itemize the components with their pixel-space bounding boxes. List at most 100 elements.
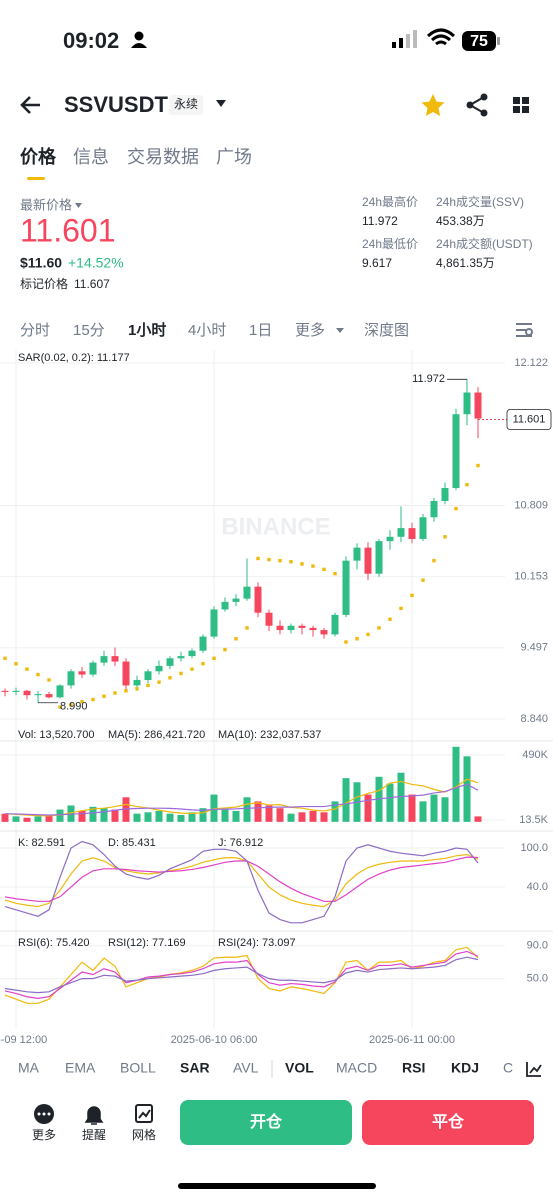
interval[interactable]: 分时 (20, 322, 50, 339)
favorite-star[interactable] (421, 94, 445, 116)
indicator-tab[interactable]: VOL (285, 1060, 314, 1076)
y-tick-label: 9.497 (520, 642, 548, 654)
stat-value: 453.38万 (436, 214, 485, 228)
interval[interactable]: 1日 (249, 322, 272, 339)
volume-bar (309, 810, 317, 822)
volume-bar (188, 812, 196, 822)
sar-dot (234, 637, 238, 641)
symbol-dropdown[interactable] (216, 100, 226, 107)
sar-dot (168, 676, 172, 680)
candle-body (353, 547, 361, 561)
indicator-line (4, 956, 479, 994)
tab[interactable]: 价格 (20, 146, 57, 167)
indicator-tab[interactable]: AVL (233, 1060, 259, 1076)
indicator-tab[interactable]: EMA (65, 1060, 96, 1076)
high-label: 11.972 (412, 373, 445, 385)
candle-body (463, 392, 471, 415)
interval[interactable]: 1小时 (128, 322, 166, 339)
back-button[interactable] (20, 96, 40, 114)
watermark: BINANCE (221, 513, 330, 540)
action-label[interactable]: 提醒 (82, 1127, 106, 1142)
tab[interactable]: 信息 (73, 147, 109, 167)
action-label[interactable]: 更多 (32, 1128, 56, 1142)
indicator-settings[interactable] (526, 1062, 542, 1077)
y-tick-label: 10.809 (514, 499, 548, 511)
indicator-legend: D: 85.431 (108, 837, 156, 849)
indicator-tab[interactable]: RSI (402, 1060, 425, 1076)
sar-dot (256, 556, 260, 561)
sar-dot (113, 691, 117, 695)
volume-bar (1, 813, 9, 822)
mark-price-label: 标记价格 (20, 276, 68, 291)
chart-settings[interactable] (516, 323, 533, 337)
y-tick-label: 90.0 (527, 940, 548, 952)
close-button-label[interactable]: 平仓 (432, 1112, 465, 1131)
volume-bar (56, 809, 64, 822)
indicator-legend: SAR(0.02, 0.2): 11.177 (18, 352, 130, 364)
candle-body (188, 650, 196, 657)
interval[interactable]: 15分 (73, 322, 105, 339)
more-icon[interactable] (34, 1104, 54, 1124)
candle-body (254, 586, 262, 613)
stat-label: 24h最高价 (362, 194, 418, 209)
tab[interactable]: 广场 (216, 147, 252, 167)
volume-bar (23, 817, 31, 822)
interval[interactable]: 4小时 (188, 322, 226, 339)
indicator-tab[interactable]: MA (18, 1060, 40, 1076)
volume-bar (111, 809, 119, 822)
home-indicator (178, 1183, 376, 1189)
stat-value: 4,861.35万 (436, 256, 495, 270)
sar-dot (399, 606, 403, 611)
close-button[interactable] (362, 1100, 534, 1145)
indicator-tab[interactable]: SAR (180, 1060, 210, 1076)
symbol[interactable]: SSVUSDT (64, 92, 168, 117)
share-button[interactable] (466, 93, 488, 117)
indicator-line (4, 840, 479, 924)
candle-body (78, 671, 86, 675)
alert-icon[interactable] (84, 1106, 104, 1125)
last-price-tag (506, 409, 552, 430)
candle-body (397, 528, 405, 537)
candle-body (309, 627, 317, 631)
candle-body (89, 662, 97, 675)
interval[interactable]: 更多 (295, 322, 325, 339)
interval[interactable]: 深度图 (364, 322, 409, 339)
last-price-label: 11.601 (513, 413, 546, 425)
volume-bar (133, 813, 141, 822)
sar-dot (333, 571, 337, 576)
open-button[interactable] (180, 1100, 352, 1145)
dropdown-icon (336, 328, 344, 333)
sar-dot (14, 662, 18, 666)
candle-body (100, 656, 108, 663)
volume-bar (397, 772, 405, 822)
indicator-tab[interactable]: C (503, 1060, 513, 1076)
candle-body (122, 661, 130, 686)
candle-body (144, 671, 152, 680)
volume-bar (265, 805, 273, 822)
candle-body (265, 612, 273, 626)
indicator-legend: J: 76.912 (218, 837, 263, 849)
candle-body (243, 586, 251, 599)
indicator-tab[interactable]: MACD (336, 1060, 377, 1076)
indicator-tab[interactable]: BOLL (120, 1060, 156, 1076)
stat-label: 24h成交量(SSV) (436, 194, 524, 209)
y-tick-label: 50.0 (527, 973, 548, 985)
tab[interactable]: 交易数据 (127, 147, 199, 167)
sar-dot (322, 567, 326, 572)
indicator-tab[interactable]: KDJ (451, 1060, 479, 1076)
sar-dot (454, 506, 458, 511)
x-tick-label: -06-09 12:00 (0, 1034, 47, 1046)
price-change: +14.52% (68, 255, 124, 271)
volume-bar (276, 808, 284, 822)
volume-bar (221, 809, 229, 822)
sar-dot (300, 562, 304, 566)
indicator-legend: K: 82.591 (18, 837, 65, 849)
indicator-line (4, 946, 479, 1004)
grid-icon[interactable] (135, 1104, 153, 1123)
volume-bar (177, 815, 185, 822)
x-tick-label: 2025-06-11 00:00 (369, 1034, 455, 1046)
action-label[interactable]: 网格 (132, 1127, 156, 1142)
open-button-label[interactable]: 开仓 (250, 1112, 283, 1131)
volume-bar (155, 810, 163, 822)
layout-button[interactable] (513, 97, 529, 113)
